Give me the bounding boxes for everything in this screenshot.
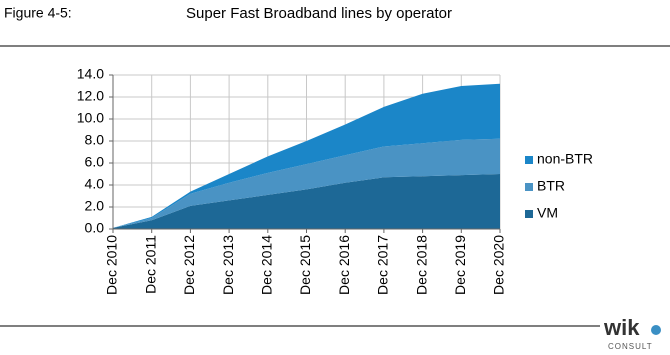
y-tick-label: 4.0 (85, 176, 105, 192)
x-tick-label: Dec 2018 (413, 235, 429, 295)
y-tick-label: 6.0 (85, 154, 105, 170)
logo: wik (603, 315, 640, 340)
y-tick-label: 0.0 (85, 220, 105, 236)
x-tick-label: Dec 2014 (259, 235, 275, 295)
legend-swatch (525, 183, 533, 191)
x-tick-label: Dec 2015 (297, 235, 313, 295)
figure-caption: Super Fast Broadband lines by operator (186, 5, 452, 22)
area (113, 83, 500, 228)
logo-dot (651, 325, 661, 335)
legend-label: non-BTR (537, 151, 593, 167)
x-tick-label: Dec 2012 (181, 235, 197, 295)
legend-swatch (525, 156, 533, 164)
area (113, 174, 500, 229)
area (113, 138, 500, 228)
x-tick-label: Dec 2019 (452, 235, 468, 295)
x-tick-label: Dec 2011 (142, 235, 158, 294)
x-tick-label: Dec 2016 (336, 235, 352, 295)
y-tick-label: 14.0 (77, 66, 104, 82)
x-tick-label: Dec 2017 (375, 235, 391, 295)
legend-label: VM (537, 205, 558, 221)
x-tick-label: Dec 2020 (491, 235, 507, 295)
legend-label: BTR (537, 178, 565, 194)
y-tick-label: 8.0 (85, 132, 105, 148)
logo-sub: CONSULT (608, 342, 653, 351)
x-tick-label: Dec 2013 (220, 235, 236, 295)
legend-swatch (525, 210, 533, 218)
x-tick-label: Dec 2010 (104, 235, 120, 295)
y-tick-label: 2.0 (85, 198, 105, 214)
y-tick-label: 10.0 (77, 110, 104, 126)
y-tick-label: 12.0 (77, 88, 104, 104)
figure-number: Figure 4-5: (4, 5, 72, 21)
